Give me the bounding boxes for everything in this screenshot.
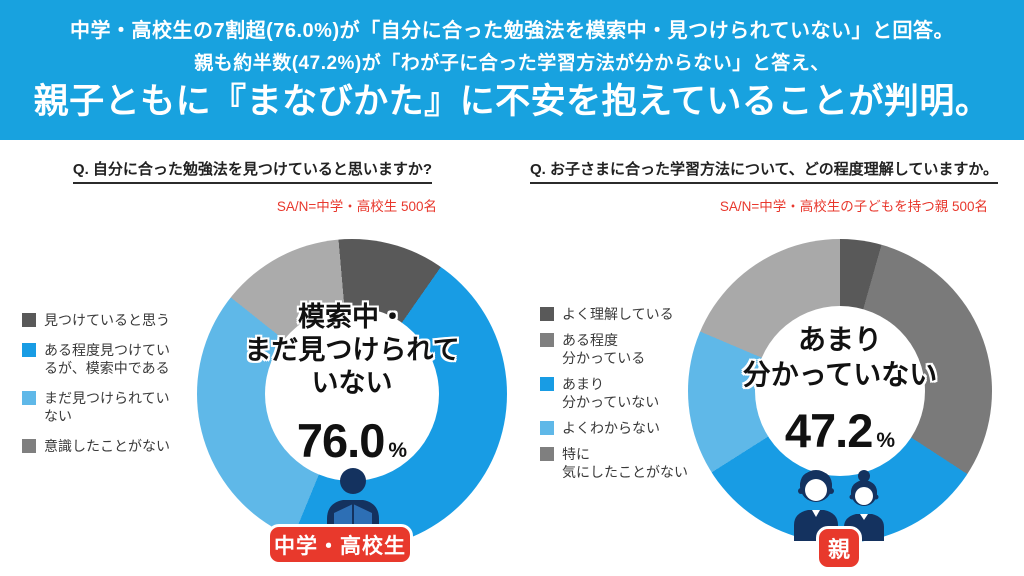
center-value-unit: % xyxy=(388,439,408,462)
parent-question-title: Q. お子さまに合った学習方法について、どの程度理解していますか。 xyxy=(524,158,1004,184)
legend-swatch xyxy=(22,313,36,327)
legend-item: まだ見つけられてい ない xyxy=(22,389,192,425)
legend-item: ある程度見つけてい るが、模索中である xyxy=(22,341,192,377)
legend-item: よくわからない xyxy=(540,419,705,437)
student-badge: 中学・高校生 xyxy=(267,524,413,565)
student-question-title: Q. 自分に合った勉強法を見つけていると思いますか? xyxy=(10,158,495,184)
student-legend: 見つけていると思う ある程度見つけてい るが、模索中である まだ見つけられてい … xyxy=(22,311,192,467)
legend-swatch xyxy=(540,333,554,347)
parent-badge: 親 xyxy=(816,526,862,570)
headline-line-3: 親子ともに『まなびかた』に不安を抱えていることが判明。 xyxy=(33,82,991,121)
student-donut-chart: 模索中・ まだ見つけられて いない 76.0% xyxy=(197,239,507,549)
legend-swatch xyxy=(22,439,36,453)
legend-swatch xyxy=(540,421,554,435)
donut-hole xyxy=(265,307,439,481)
student-donut-center: 模索中・ まだ見つけられて いない 76.0% xyxy=(197,239,507,549)
legend-swatch xyxy=(22,391,36,405)
legend-item: よく理解している xyxy=(540,305,705,323)
parent-sample-note: SA/N=中学・高校生の子どもを持つ親 500名 xyxy=(719,199,988,214)
center-value-number: 47.2 xyxy=(784,404,873,457)
legend-label: よく理解している xyxy=(562,306,674,322)
legend-swatch xyxy=(540,377,554,391)
student-center-label: 模索中・ まだ見つけられて いない xyxy=(244,302,460,398)
legend-label: ある程度 分かっている xyxy=(562,332,646,366)
legend-item: あまり 分かっていない xyxy=(540,375,705,411)
legend-label: 見つけていると思う xyxy=(44,312,170,328)
center-value-number: 76.0 xyxy=(296,414,385,467)
headline-line-1: 中学・高校生の7割超(76.0%)が「自分に合った勉強法を模索中・見つけられてい… xyxy=(69,20,955,42)
header-banner: 中学・高校生の7割超(76.0%)が「自分に合った勉強法を模索中・見つけられてい… xyxy=(0,0,1024,140)
headline-line-2: 親も約半数(47.2%)が「わが子に合った学習方法が分からない」と答え、 xyxy=(194,53,830,74)
legend-item: 意識したことがない xyxy=(22,437,192,455)
parent-center-value: 47.2% xyxy=(688,403,992,458)
parent-center-label: あまり 分かっていない xyxy=(742,324,938,390)
legend-label: 意識したことがない xyxy=(44,438,170,454)
parent-donut-center: あまり 分かっていない 47.2% xyxy=(688,239,992,543)
legend-item: 特に 気にしたことがない xyxy=(540,445,705,481)
student-sample-note: SA/N=中学・高校生 500名 xyxy=(276,199,437,214)
parent-donut-chart: あまり 分かっていない 47.2% xyxy=(688,239,992,543)
legend-label: 特に 気にしたことがない xyxy=(562,446,688,480)
donut-hole xyxy=(755,306,925,476)
parent-legend: よく理解している ある程度 分かっている あまり 分かっていない よくわからない… xyxy=(540,305,705,489)
legend-item: ある程度 分かっている xyxy=(540,331,705,367)
student-center-value: 76.0% xyxy=(197,413,507,468)
legend-label: まだ見つけられてい ない xyxy=(44,390,170,424)
legend-label: よくわからない xyxy=(562,420,660,436)
legend-label: ある程度見つけてい るが、模索中である xyxy=(44,342,170,376)
legend-swatch xyxy=(22,343,36,357)
legend-swatch xyxy=(540,307,554,321)
center-value-unit: % xyxy=(876,429,896,452)
legend-swatch xyxy=(540,447,554,461)
legend-item: 見つけていると思う xyxy=(22,311,192,329)
legend-label: あまり 分かっていない xyxy=(562,376,660,410)
